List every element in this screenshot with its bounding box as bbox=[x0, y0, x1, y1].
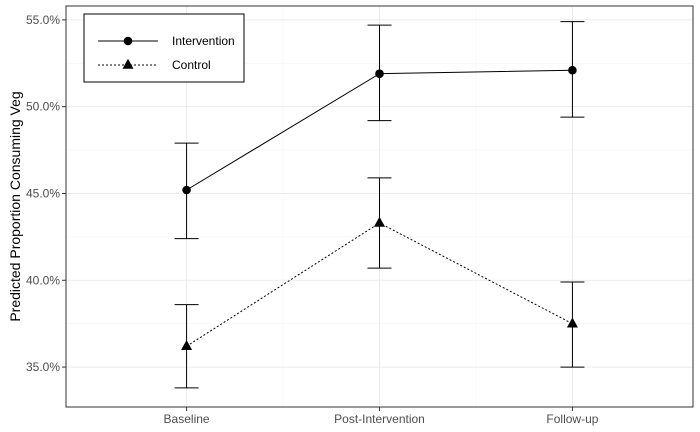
data-point bbox=[566, 317, 578, 328]
y-tick-label: 55.0% bbox=[26, 13, 60, 27]
series-intervention bbox=[174, 21, 585, 240]
series-layer bbox=[174, 21, 585, 389]
y-tick-label: 40.0% bbox=[26, 273, 60, 287]
legend-box bbox=[83, 13, 245, 83]
data-point bbox=[374, 216, 385, 227]
data-point bbox=[181, 340, 193, 351]
data-point bbox=[568, 65, 577, 75]
panel-border bbox=[65, 5, 694, 408]
series-control bbox=[174, 177, 585, 389]
legend-key-marker bbox=[123, 36, 133, 46]
y-axis: 35.0% 40.0% 45.0% 50.0% 55.0% bbox=[26, 13, 66, 374]
y-tick-label: 50.0% bbox=[26, 100, 60, 114]
x-axis: Baseline Post-Intervention Follow-up bbox=[164, 407, 599, 426]
legend: Intervention Control bbox=[83, 13, 245, 83]
x-tick-label: Post-Intervention bbox=[334, 412, 425, 426]
legend-label: Intervention bbox=[172, 34, 235, 48]
legend-key-marker bbox=[122, 58, 134, 69]
legend-label: Control bbox=[172, 58, 211, 72]
y-axis-title: Predicted Proportion Consuming Veg bbox=[7, 91, 23, 321]
x-tick-label: Baseline bbox=[164, 412, 210, 426]
data-point bbox=[375, 69, 384, 79]
y-tick-label: 45.0% bbox=[26, 186, 60, 200]
data-point bbox=[182, 185, 191, 195]
y-tick-label: 35.0% bbox=[26, 360, 60, 374]
x-tick-label: Follow-up bbox=[546, 412, 598, 426]
